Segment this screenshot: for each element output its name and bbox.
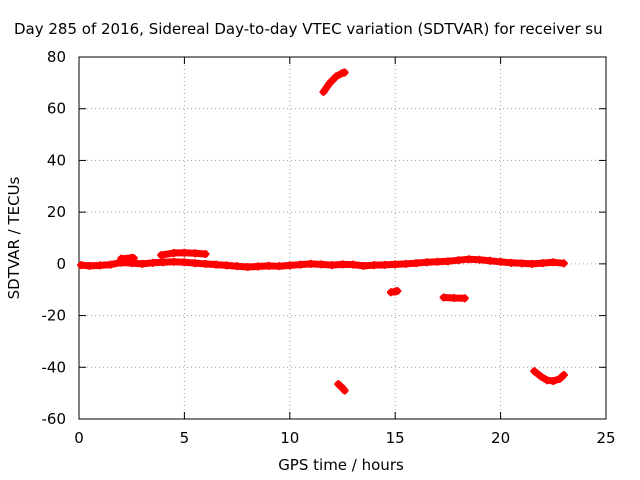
grid-lines: [79, 57, 606, 419]
data-point: [317, 260, 326, 269]
y-tick-label: 60: [47, 100, 66, 118]
data-point: [96, 261, 105, 270]
data-point: [538, 259, 547, 268]
data-point: [169, 248, 178, 257]
data-point: [285, 261, 294, 270]
axis-ticks: 0 5 10 15 20 25 -60 -40 -20 0 20 40 60 80: [42, 48, 616, 447]
data-point: [380, 260, 389, 269]
data-point: [338, 260, 347, 269]
data-point: [190, 259, 199, 268]
y-tick-label: -20: [42, 307, 67, 325]
y-tick-label: 40: [47, 151, 66, 169]
data-point: [443, 257, 452, 266]
data-point: [325, 78, 334, 87]
y-axis-title: SDTVAR / TECUs: [5, 176, 23, 299]
data-point: [117, 254, 126, 263]
data-point: [536, 372, 545, 381]
data-point: [106, 260, 115, 269]
x-tick-label: 10: [280, 429, 299, 447]
data-point: [496, 257, 505, 266]
data-point: [517, 259, 526, 268]
data-point: [460, 294, 469, 303]
data-point: [393, 287, 402, 296]
data-point: [327, 261, 336, 270]
data-point: [464, 255, 473, 264]
data-point: [433, 257, 442, 266]
data-point: [450, 293, 459, 302]
plot-area-frame: [78, 56, 607, 420]
data-point: [275, 262, 284, 271]
data-point: [549, 376, 558, 385]
data-point: [138, 259, 147, 268]
data-point: [401, 259, 410, 268]
data-point: [85, 261, 94, 270]
y-tick-label: -40: [42, 358, 67, 376]
data-point: [454, 256, 463, 265]
data-point: [180, 258, 189, 267]
data-point: [475, 255, 484, 264]
data-point: [332, 72, 341, 81]
data-point: [559, 259, 568, 268]
data-point: [306, 259, 315, 268]
data-point: [559, 371, 568, 380]
x-tick-label: 5: [180, 429, 190, 447]
data-point: [507, 258, 516, 267]
data-point: [296, 260, 305, 269]
data-point: [549, 258, 558, 267]
data-point: [169, 257, 178, 266]
data-point: [334, 380, 343, 389]
data-point: [439, 293, 448, 302]
y-tick-label: 20: [47, 203, 66, 221]
data-point: [243, 262, 252, 271]
data-point: [555, 374, 564, 383]
data-point: [201, 259, 210, 268]
data-point: [201, 250, 210, 259]
x-tick-label: 20: [491, 429, 510, 447]
data-point: [159, 258, 168, 267]
data-point: [222, 261, 231, 270]
data-point: [233, 262, 242, 271]
x-tick-label: 25: [596, 429, 615, 447]
y-tick-label: 0: [56, 255, 66, 273]
data-point: [530, 367, 539, 376]
data-point: [264, 261, 273, 270]
data-point: [319, 87, 328, 96]
data-point: [157, 251, 166, 260]
chart-title: Day 285 of 2016, Sidereal Day-to-day VTE…: [14, 20, 603, 38]
data-point: [254, 262, 263, 271]
x-tick-label: 0: [74, 429, 84, 447]
x-tick-label: 15: [386, 429, 405, 447]
data-point: [340, 68, 349, 77]
data-point: [340, 386, 349, 395]
x-axis-title: GPS time / hours: [278, 456, 404, 474]
data-point: [212, 260, 221, 269]
data-point: [77, 261, 86, 270]
data-point: [129, 254, 138, 263]
data-point: [528, 259, 537, 268]
data-point: [349, 260, 358, 269]
y-tick-label: 80: [47, 48, 66, 66]
data-point: [359, 261, 368, 270]
data-point: [190, 249, 199, 258]
data-series: [77, 68, 568, 395]
data-point: [412, 259, 421, 268]
data-point: [422, 258, 431, 267]
y-tick-label: -60: [42, 410, 67, 428]
data-point: [486, 256, 495, 265]
data-point: [148, 258, 157, 267]
data-point: [180, 248, 189, 257]
data-point: [370, 261, 379, 270]
data-point: [391, 260, 400, 269]
